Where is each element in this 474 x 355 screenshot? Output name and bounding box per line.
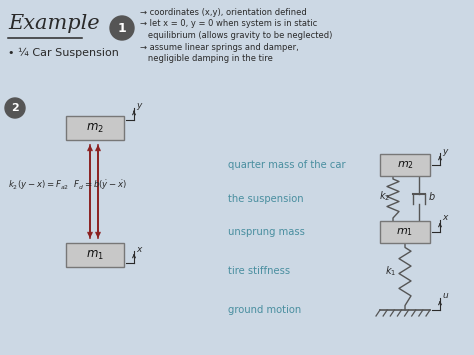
Text: → coordinates (x,y), orientation defined: → coordinates (x,y), orientation defined [140,8,307,17]
Text: ground motion: ground motion [228,305,301,315]
Text: $k_2$: $k_2$ [379,190,390,203]
Text: unsprung mass: unsprung mass [228,227,305,237]
Bar [380,154,430,176]
Text: Example: Example [8,14,100,33]
Text: y: y [136,102,141,110]
Text: 1: 1 [118,22,127,34]
Text: $k_2(y-x) = F_{a2}$  $F_d = b(\dot{y}-\dot{x})$: $k_2(y-x) = F_{a2}$ $F_d = b(\dot{y}-\do… [8,179,127,192]
Circle shape [5,98,25,118]
Text: the suspension: the suspension [228,193,304,203]
Text: y: y [442,147,447,155]
Text: $k_1$: $k_1$ [385,264,396,278]
Bar [380,221,430,243]
Text: → assume linear springs and damper,: → assume linear springs and damper, [140,43,299,51]
Text: equilibrium (allows gravity to be neglected): equilibrium (allows gravity to be neglec… [140,31,332,40]
Bar [66,116,124,140]
Text: tire stiffness: tire stiffness [228,266,290,276]
Text: x: x [442,213,447,223]
Text: x: x [136,245,141,253]
Text: u: u [442,291,448,300]
Text: quarter mass of the car: quarter mass of the car [228,160,346,170]
Text: 2: 2 [11,103,19,113]
Text: • ¼ Car Suspension: • ¼ Car Suspension [8,48,119,58]
Text: $m_1$: $m_1$ [86,248,104,262]
Text: $m_2$: $m_2$ [86,121,104,135]
Text: $m_1$: $m_1$ [396,226,413,238]
Text: → let x = 0, y = 0 when system is in static: → let x = 0, y = 0 when system is in sta… [140,20,317,28]
Text: $b$: $b$ [428,191,436,202]
Text: negligible damping in the tire: negligible damping in the tire [140,54,273,63]
Circle shape [110,16,134,40]
Bar [66,243,124,267]
Text: $m_2$: $m_2$ [397,159,413,171]
